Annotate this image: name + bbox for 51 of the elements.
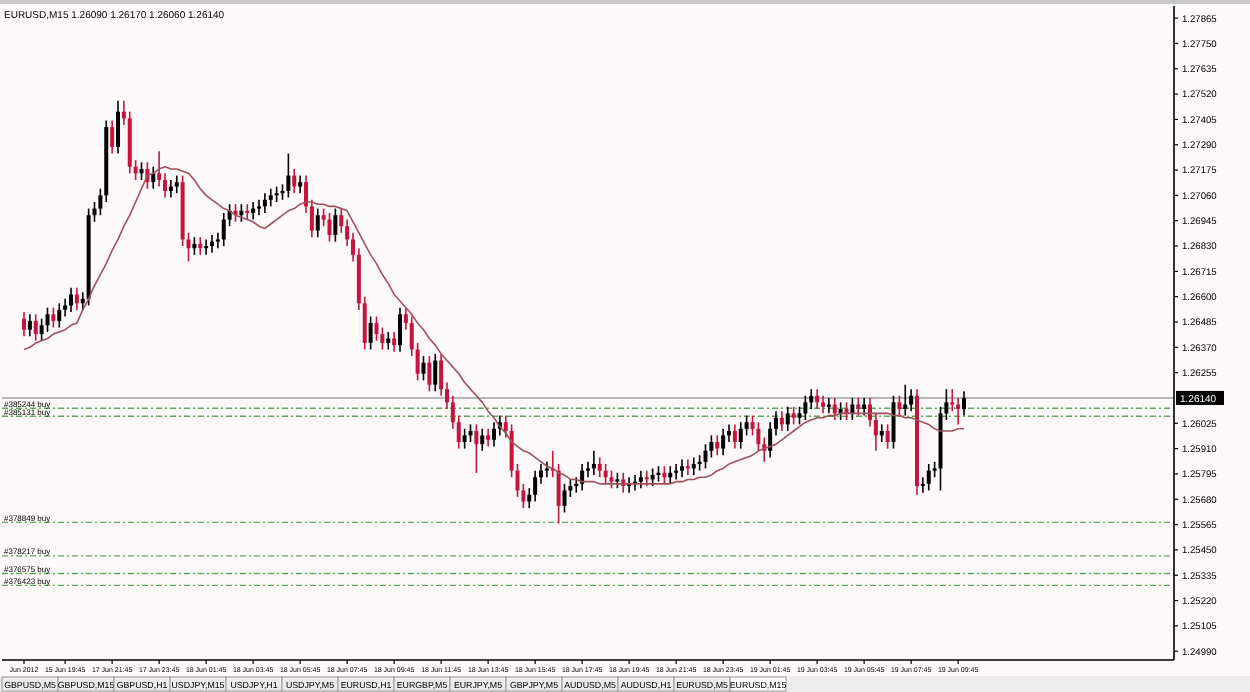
candlestick	[926, 463, 931, 492]
candlestick	[779, 410, 784, 432]
candlestick	[433, 353, 438, 393]
candlestick	[803, 394, 808, 421]
candlestick	[374, 315, 379, 342]
candlestick	[597, 456, 602, 479]
candlestick	[45, 306, 50, 333]
candlestick	[262, 192, 267, 214]
candlestick	[116, 99, 120, 155]
candlestick	[909, 388, 914, 412]
candlestick	[151, 165, 156, 190]
candlestick	[850, 397, 855, 421]
candlestick	[462, 427, 467, 450]
candlestick	[785, 405, 790, 432]
candlestick	[74, 287, 79, 311]
candlestick	[33, 313, 38, 342]
candlestick	[832, 397, 837, 421]
candlestick	[286, 152, 291, 199]
candlestick	[327, 212, 332, 243]
candlestick	[562, 483, 567, 514]
candlestick	[492, 421, 496, 448]
candlestick	[333, 207, 338, 243]
candlestick	[474, 423, 479, 474]
candlestick	[221, 212, 226, 247]
candlestick	[392, 331, 397, 353]
candlestick	[715, 434, 720, 457]
candlestick	[292, 168, 297, 194]
candlestick	[368, 315, 373, 351]
candlestick	[533, 469, 538, 503]
candlestick	[110, 119, 115, 155]
candlestick	[603, 463, 608, 485]
candlestick	[315, 207, 320, 239]
candlestick	[738, 421, 743, 450]
candlestick	[57, 302, 62, 329]
candlestick	[427, 355, 432, 393]
candlestick	[257, 198, 261, 216]
candlestick	[891, 394, 896, 450]
candlestick	[721, 427, 726, 457]
candlestick	[815, 388, 820, 410]
candlestick	[398, 306, 402, 353]
candlestick	[885, 423, 890, 450]
candlestick	[69, 287, 73, 313]
candlestick	[962, 390, 966, 417]
candlestick	[732, 423, 737, 450]
candlestick	[480, 427, 485, 452]
candlestick	[22, 311, 26, 338]
candlestick	[51, 306, 56, 329]
candlestick	[421, 355, 426, 382]
candlestick	[27, 313, 32, 338]
candlestick	[703, 443, 708, 470]
candlestick	[897, 394, 902, 417]
